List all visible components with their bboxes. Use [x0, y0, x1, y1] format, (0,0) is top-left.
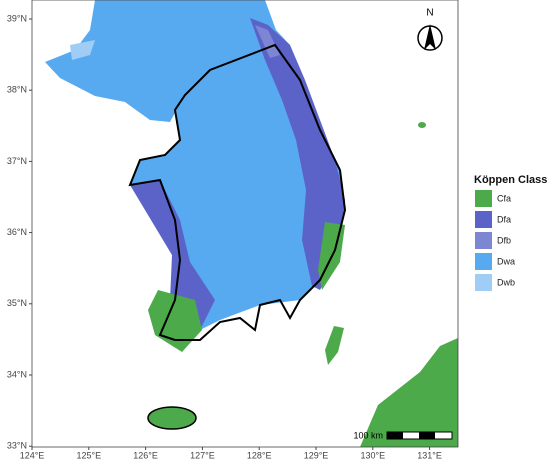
region-dfb — [255, 25, 280, 58]
y-tick-label: 34°N — [7, 369, 27, 379]
y-tick-label: 37°N — [7, 156, 27, 166]
scale-bar: 100 km — [353, 430, 453, 440]
south-korea-outline — [128, 43, 347, 341]
x-tick-label: 127°E — [190, 450, 215, 460]
legend-title: Köppen Class — [474, 174, 547, 186]
scale-seg — [419, 432, 435, 439]
y-tick-label: 36°N — [7, 227, 27, 237]
region-japan-cfa — [360, 338, 458, 447]
jeju-island — [148, 407, 196, 429]
x-tick-label: 126°E — [133, 450, 158, 460]
legend-swatch — [475, 190, 492, 207]
legend-label: Dfa — [497, 214, 511, 224]
legend-swatch — [475, 274, 492, 291]
jeju-outline — [147, 406, 197, 430]
region-north-dwa — [45, 0, 290, 122]
x-tick-label: 130°E — [360, 450, 385, 460]
legend-label: Dwa — [497, 256, 515, 266]
region-dwb — [70, 40, 95, 60]
region-east-dfa — [250, 18, 345, 290]
x-tick-label: 125°E — [76, 450, 101, 460]
scale-seg — [387, 432, 403, 439]
north-pointer — [424, 24, 436, 50]
legend-label: Dfb — [497, 235, 511, 245]
legend-swatch — [475, 211, 492, 228]
legend-swatch — [475, 232, 492, 249]
legend-swatch — [475, 253, 492, 270]
y-tick-label: 35°N — [7, 298, 27, 308]
x-tick-label: 128°E — [247, 450, 272, 460]
x-tick-label: 131°E — [417, 450, 442, 460]
island-tsushima — [325, 326, 344, 365]
north-label: N — [426, 8, 433, 19]
x-tick-label: 124°E — [20, 450, 45, 460]
legend-label: Dwb — [497, 277, 515, 287]
axis-ticks: 33°N 34°N 35°N 36°N 37°N 38°N 39°N 124°E 125°E 12… — [7, 13, 442, 460]
y-tick-label: 33°N — [7, 441, 27, 451]
north-arrow: N — [417, 8, 443, 51]
legend-label: Cfa — [497, 193, 511, 203]
ulleung-island — [418, 122, 426, 128]
scale-label: 100 km — [353, 430, 383, 440]
panel-border — [31, 0, 459, 448]
legend: Cfa Dfa Dfb Dwa Dwb — [475, 190, 515, 291]
y-tick-label: 38°N — [7, 85, 27, 95]
map-layer — [45, 0, 458, 447]
x-tick-label: 129°E — [304, 450, 329, 460]
y-tick-label: 39°N — [7, 13, 27, 23]
